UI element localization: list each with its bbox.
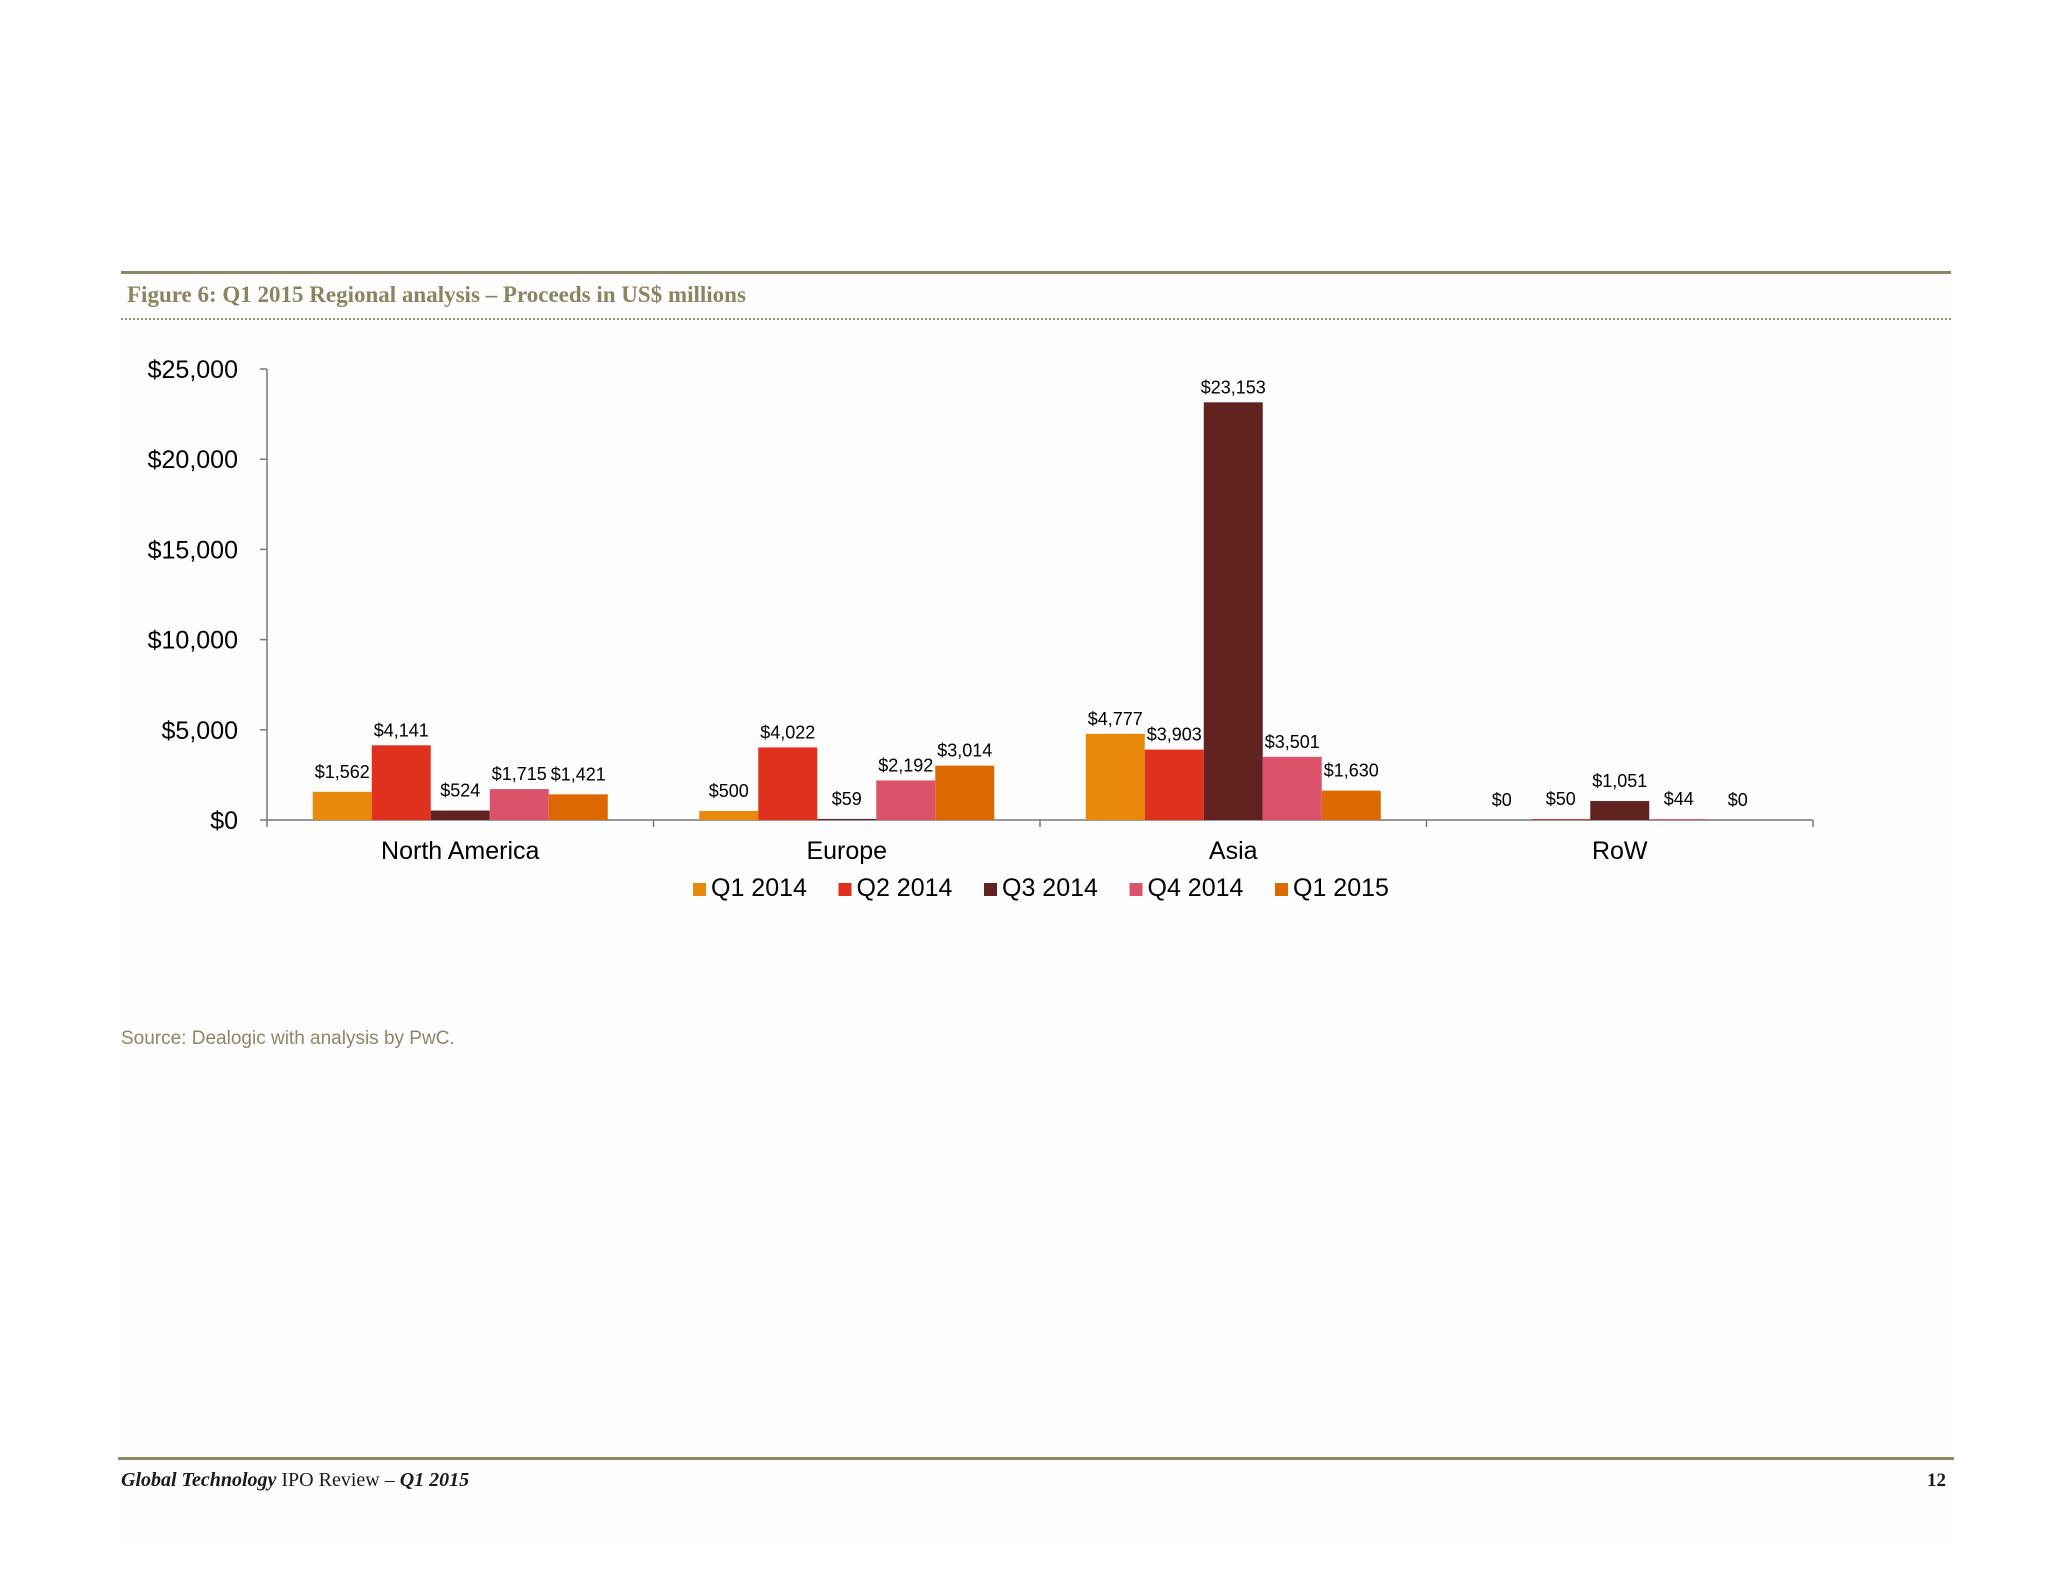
data-label: $1,630 xyxy=(1324,761,1379,781)
footer-report-title: Global Technology IPO Review – Q1 2015 xyxy=(121,1469,469,1492)
data-label: $59 xyxy=(832,789,862,809)
figure-title: Figure 6: Q1 2015 Regional analysis – Pr… xyxy=(127,282,746,307)
data-label: $44 xyxy=(1664,789,1694,809)
legend-label: Q1 2015 xyxy=(1293,874,1389,902)
legend-label: Q2 2014 xyxy=(857,874,953,902)
bar xyxy=(1085,733,1145,820)
bar xyxy=(758,747,818,820)
bar xyxy=(1144,749,1204,820)
bar xyxy=(430,810,490,820)
footer-report-name: Global Technology xyxy=(121,1469,277,1491)
data-label: $1,562 xyxy=(315,762,370,782)
bar xyxy=(312,791,372,820)
legend-label: Q1 2014 xyxy=(711,874,807,902)
page-number: 12 xyxy=(1927,1470,1946,1491)
legend-swatch xyxy=(984,883,997,896)
y-tick-label: $20,000 xyxy=(148,446,238,474)
page-background xyxy=(118,270,1952,1544)
legend-swatch xyxy=(1275,883,1288,896)
y-tick-label: $15,000 xyxy=(148,536,238,564)
footer-rule xyxy=(118,1457,1954,1460)
bar xyxy=(489,789,549,820)
bar xyxy=(876,780,936,820)
data-label: $4,141 xyxy=(374,720,429,740)
data-label: $4,777 xyxy=(1088,709,1143,729)
bar xyxy=(1590,801,1650,820)
bar xyxy=(1321,790,1381,820)
data-label: $0 xyxy=(1728,790,1748,810)
legend-swatch xyxy=(838,883,852,896)
x-category-label: Europe xyxy=(806,837,887,865)
bar xyxy=(817,818,877,820)
data-label: $23,153 xyxy=(1201,377,1266,397)
data-label: $1,421 xyxy=(551,764,606,784)
data-label: $500 xyxy=(709,781,749,801)
bar xyxy=(1531,819,1591,820)
legend-swatch xyxy=(1129,883,1143,896)
data-label: $1,051 xyxy=(1592,771,1647,791)
legend-label: Q3 2014 xyxy=(1002,874,1098,902)
legend-label: Q4 2014 xyxy=(1148,874,1244,902)
data-label: $3,014 xyxy=(937,741,992,761)
data-label: $50 xyxy=(1546,789,1576,809)
data-label: $0 xyxy=(1492,790,1512,810)
top-rule xyxy=(121,271,1951,274)
data-label: $3,501 xyxy=(1265,732,1320,752)
x-category-label: RoW xyxy=(1592,837,1648,865)
bar xyxy=(371,745,431,820)
x-category-label: North America xyxy=(381,837,539,865)
source-note: Source: Dealogic with analysis by PwC. xyxy=(121,1028,455,1049)
bar xyxy=(1203,402,1263,820)
data-label: $524 xyxy=(440,781,480,801)
data-label: $2,192 xyxy=(878,755,933,775)
y-tick-label: $25,000 xyxy=(148,356,238,384)
x-category-label: Asia xyxy=(1209,837,1258,865)
footer-report-period: Q1 2015 xyxy=(399,1469,470,1491)
bar xyxy=(699,810,759,820)
data-label: $3,903 xyxy=(1147,725,1202,745)
bar xyxy=(548,794,608,820)
y-tick-label: $10,000 xyxy=(148,627,238,655)
data-label: $4,022 xyxy=(760,722,815,742)
data-label: $1,715 xyxy=(492,764,547,784)
footer-report-mid: IPO Review – xyxy=(276,1469,400,1491)
bar xyxy=(1262,756,1322,820)
y-tick-label: $0 xyxy=(210,807,238,835)
bar-chart: $0 $5,000 $10,000 $15,000 $20,000 $25,000 Nort… xyxy=(148,356,1814,902)
legend-swatch xyxy=(693,883,706,896)
title-divider xyxy=(121,318,1951,320)
y-tick-label: $5,000 xyxy=(162,717,238,745)
bar xyxy=(935,765,995,820)
bar xyxy=(1649,819,1709,820)
